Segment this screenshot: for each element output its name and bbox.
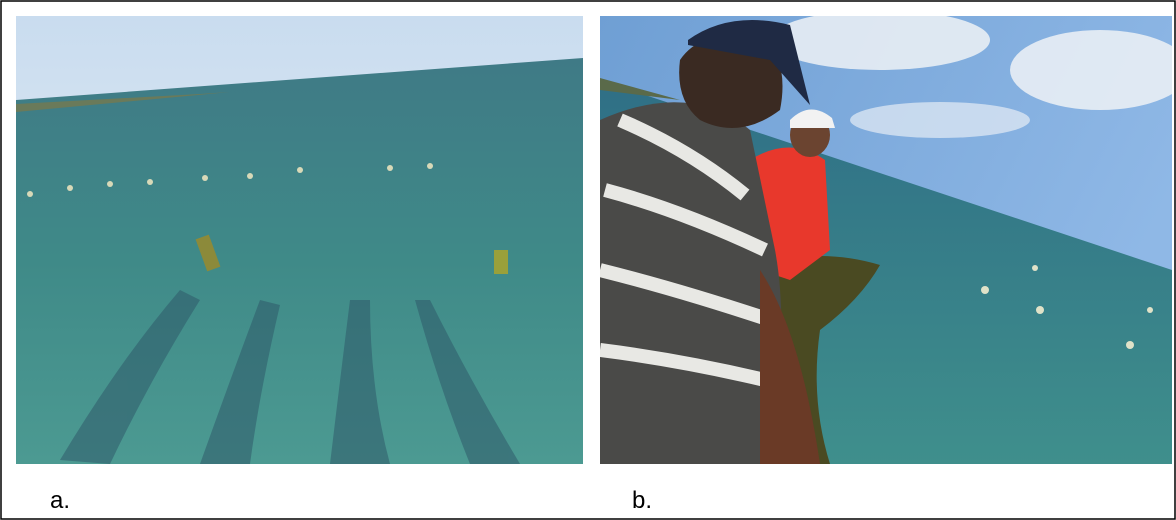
photo-b	[600, 16, 1172, 464]
panel-label: b.	[632, 487, 652, 514]
photo-a	[16, 16, 583, 464]
panel-label: a.	[50, 487, 70, 514]
